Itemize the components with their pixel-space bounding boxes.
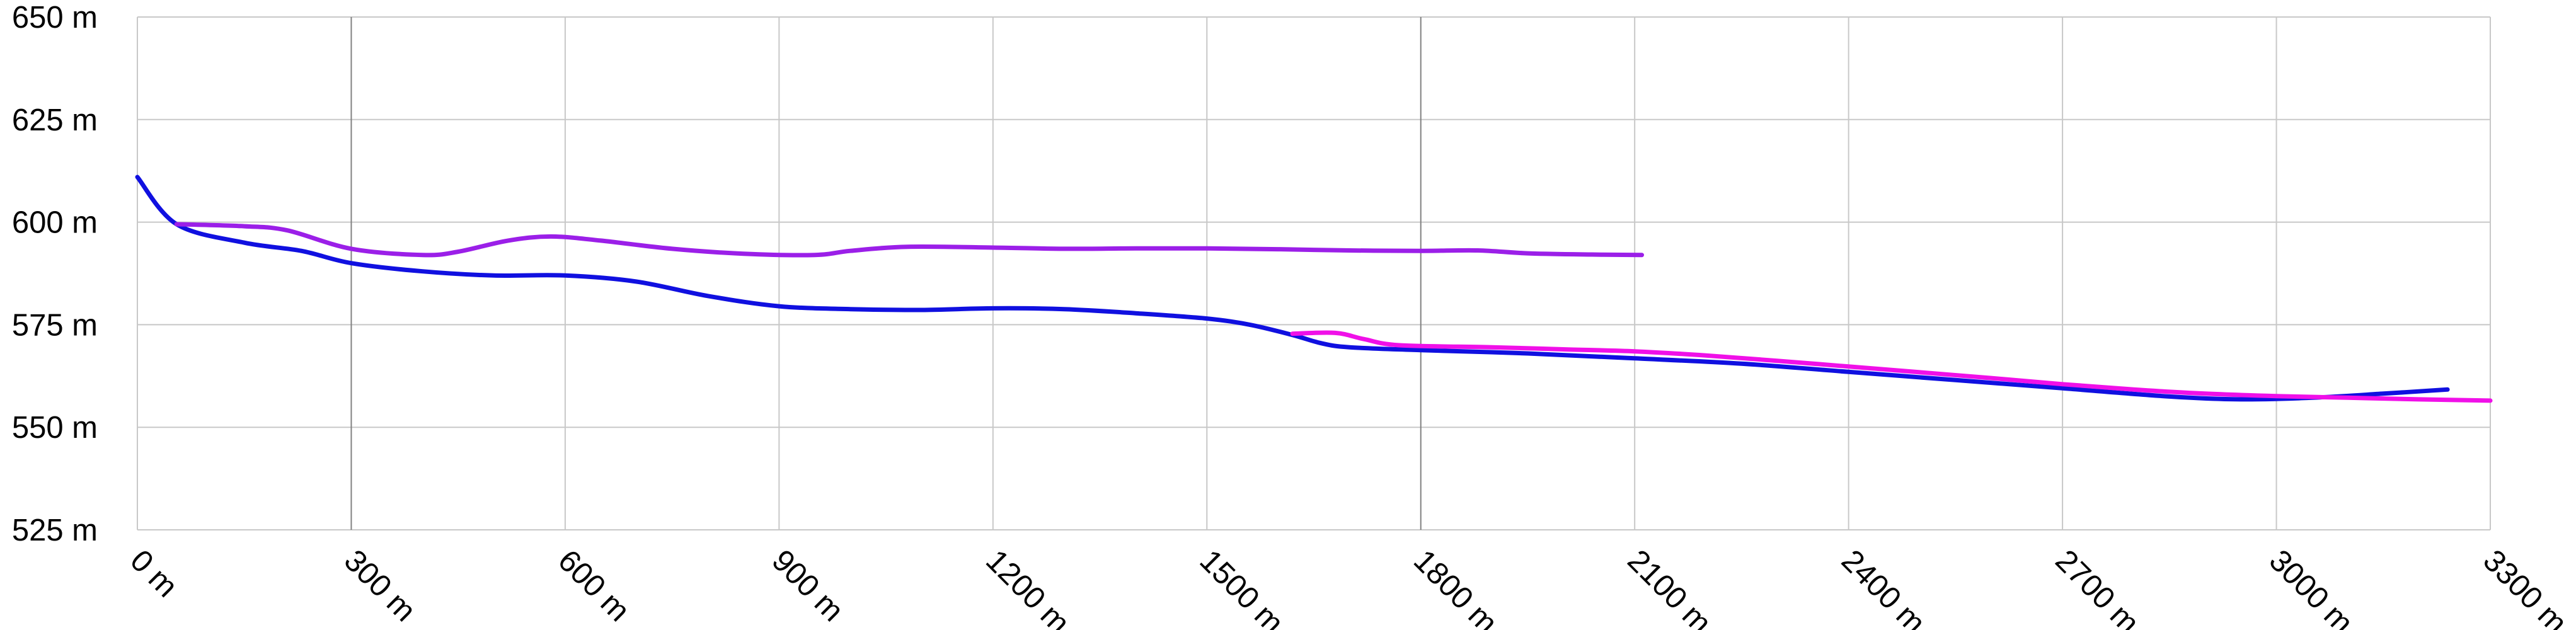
series-line-3 bbox=[1290, 330, 2493, 403]
y-axis-labels: 525 m 550 m 575 m 600 m 625 m 650 m bbox=[12, 1, 98, 547]
x-tick-label: 0 m bbox=[124, 544, 184, 604]
y-tick-label: 625 m bbox=[12, 103, 98, 137]
x-tick-label: 2700 m bbox=[2049, 544, 2146, 630]
x-tick-label: 900 m bbox=[766, 544, 850, 628]
series-line-1 bbox=[135, 175, 2450, 402]
y-tick-label: 525 m bbox=[12, 513, 98, 547]
x-tick-label: 3300 m bbox=[2476, 544, 2573, 630]
x-tick-label: 1800 m bbox=[1407, 544, 1504, 630]
x-tick-label: 600 m bbox=[551, 544, 636, 628]
x-tick-label: 2100 m bbox=[1621, 544, 1718, 630]
x-axis-labels: 0 m 300 m 600 m 900 m 1200 m 1500 m 1800 m 2100… bbox=[124, 544, 2573, 630]
y-tick-label: 650 m bbox=[12, 1, 98, 35]
y-tick-label: 575 m bbox=[12, 308, 98, 342]
y-tick-label: 550 m bbox=[12, 411, 98, 445]
x-tick-label: 300 m bbox=[338, 544, 422, 628]
x-tick-label: 3000 m bbox=[2263, 544, 2360, 630]
x-tick-label: 1500 m bbox=[1193, 544, 1290, 630]
x-tick-label: 2400 m bbox=[1835, 544, 1932, 630]
x-tick-label: 1200 m bbox=[979, 544, 1076, 630]
y-tick-label: 600 m bbox=[12, 206, 98, 240]
gridlines bbox=[137, 16, 2491, 530]
series-group bbox=[135, 175, 2493, 403]
series-line-2 bbox=[174, 222, 1644, 258]
